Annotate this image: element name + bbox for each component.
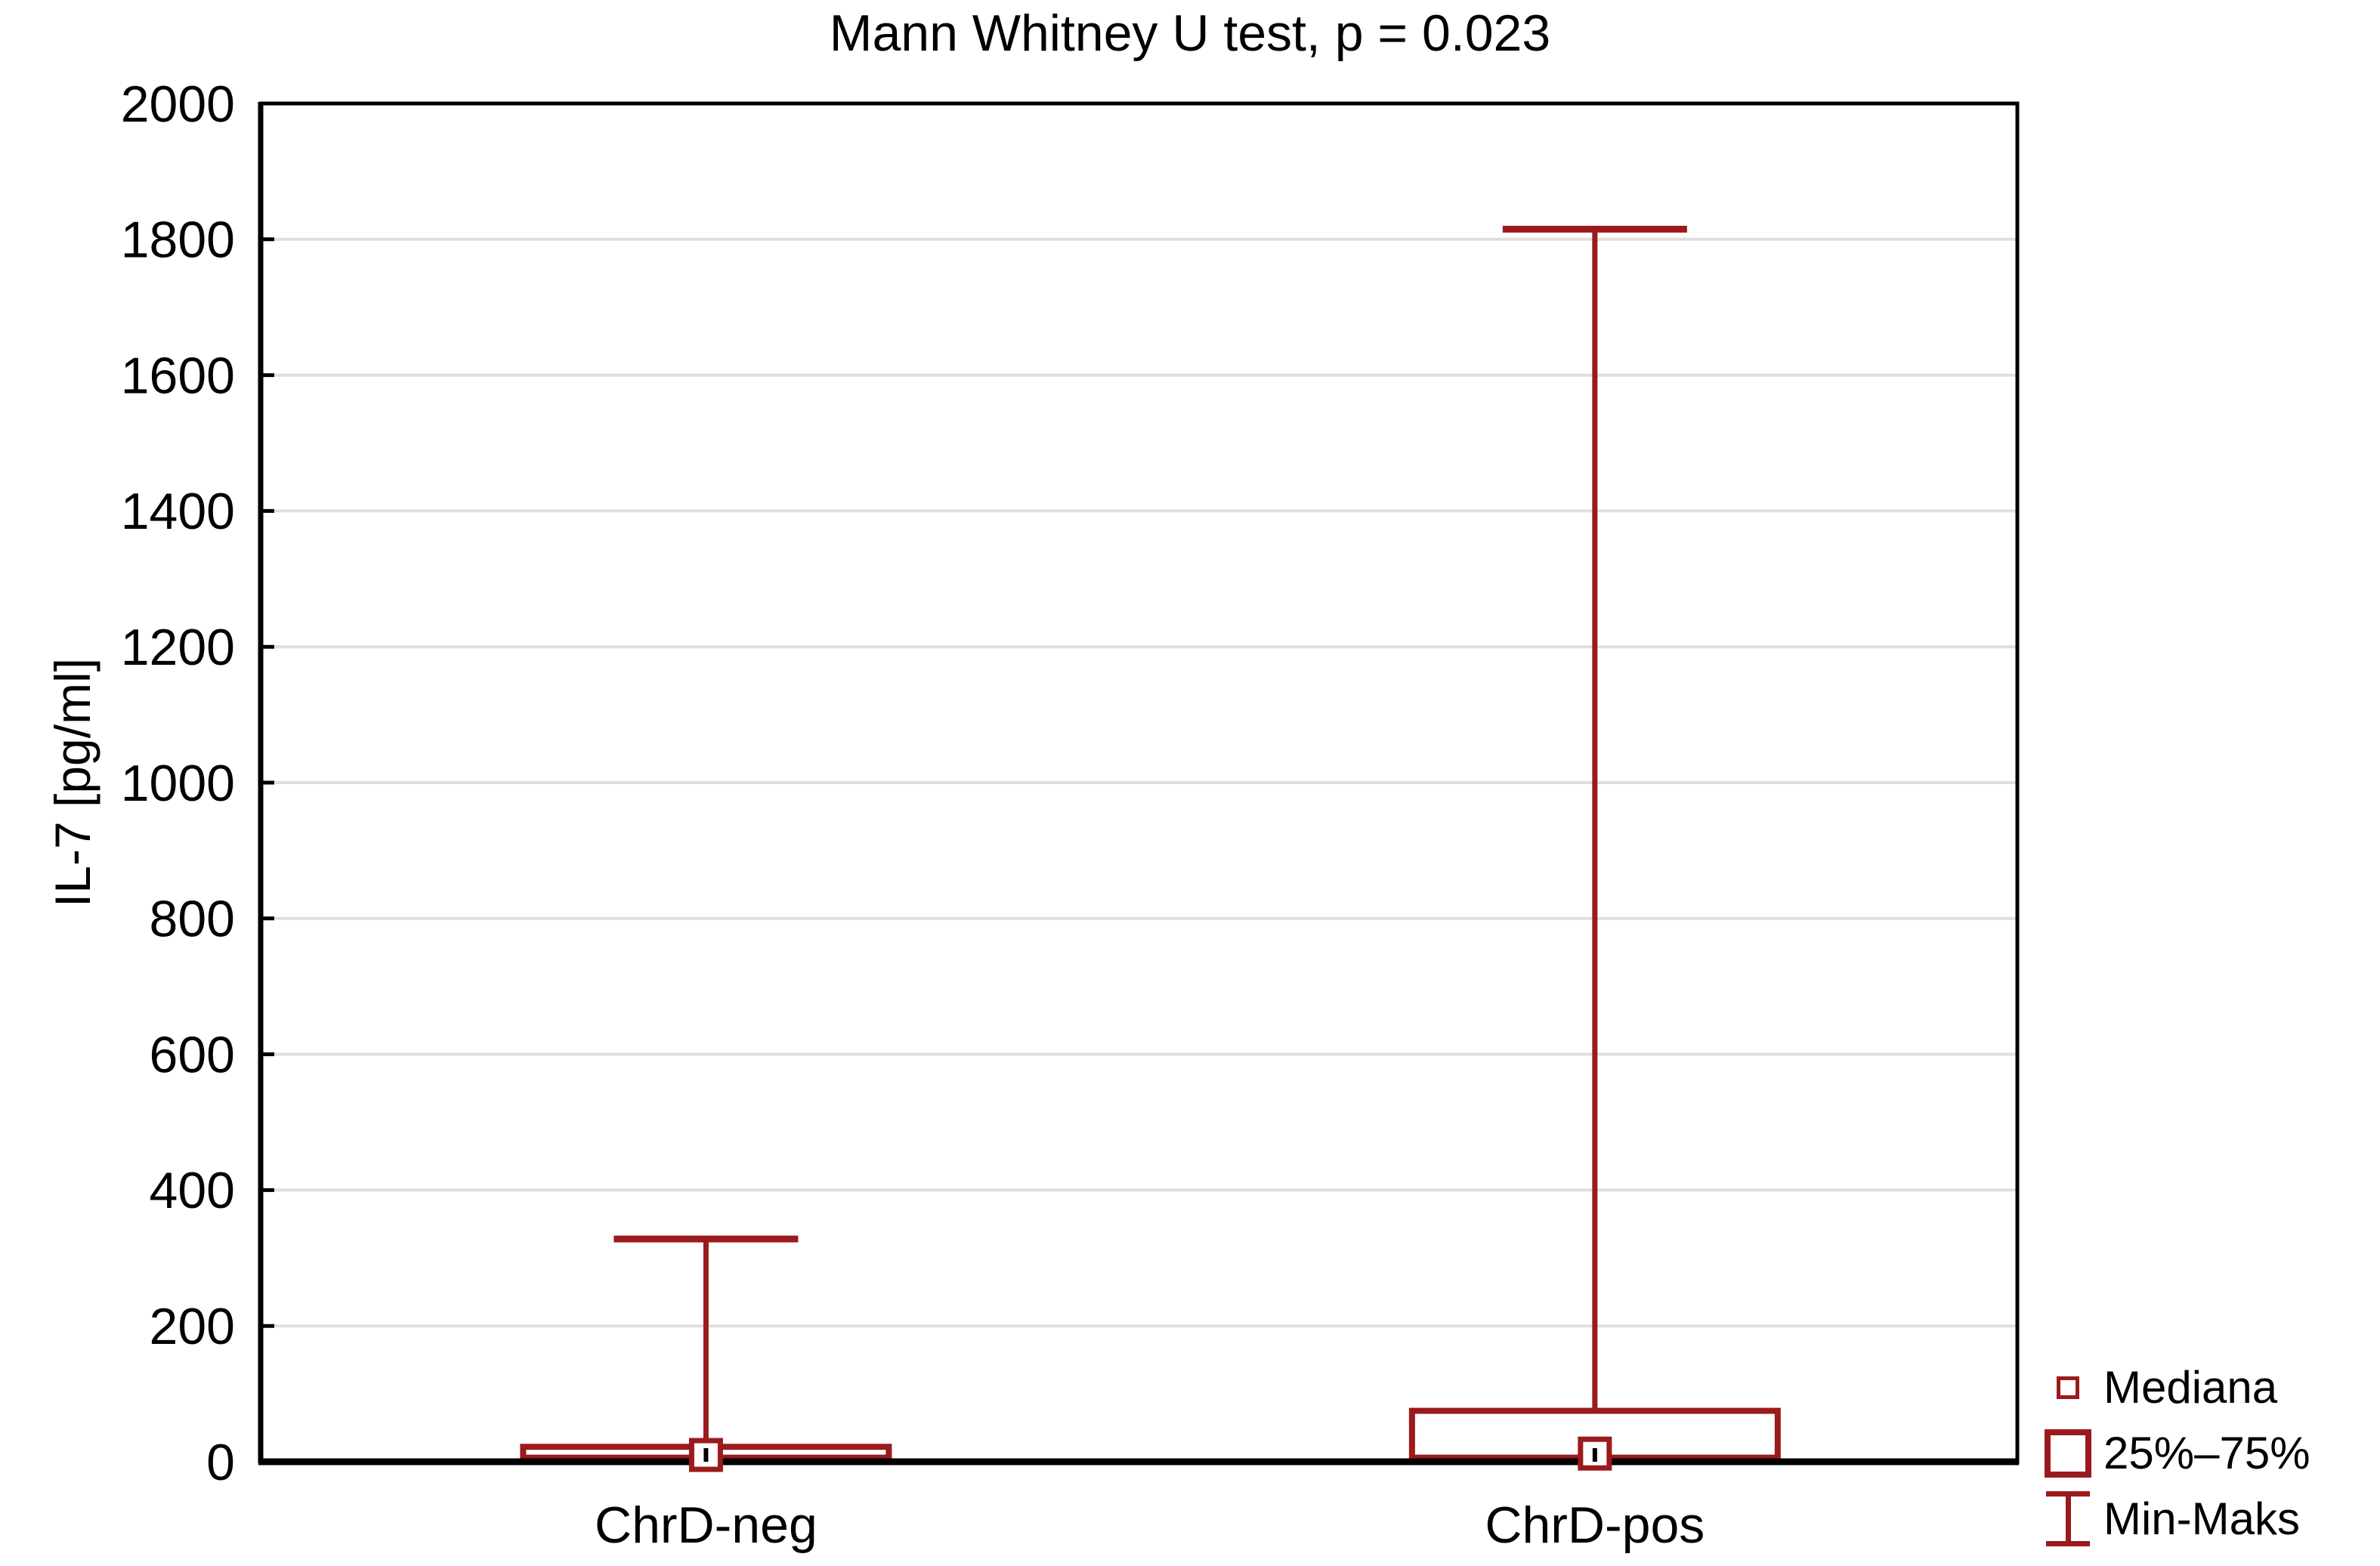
y-tick-label: 400 <box>150 1162 235 1219</box>
y-tick-label: 1600 <box>121 347 235 404</box>
y-tick-label: 200 <box>150 1298 235 1355</box>
y-tick-label: 600 <box>150 1026 235 1083</box>
y-tick-label: 800 <box>150 891 235 948</box>
legend: Mediana 25%–75% Min-Maks <box>2038 1354 2310 1552</box>
y-tick-label: 1000 <box>121 755 235 812</box>
legend-label-mediana: Mediana <box>2103 1362 2278 1413</box>
legend-label-iqr: 25%–75% <box>2103 1428 2310 1478</box>
min-max-whisker-icon <box>2046 1491 2090 1546</box>
legend-item-iqr: 25%–75% <box>2038 1420 2310 1486</box>
iqr-box-icon <box>2045 1429 2091 1478</box>
category-label: ChrD-pos <box>1485 1497 1705 1554</box>
legend-item-minmax: Min-Maks <box>2038 1486 2310 1552</box>
category-label: ChrD-neg <box>595 1497 818 1554</box>
y-tick-label: 2000 <box>121 76 235 133</box>
median-marker-icon <box>2057 1376 2079 1399</box>
y-tick-label: 1400 <box>121 483 235 540</box>
legend-label-minmax: Min-Maks <box>2103 1493 2301 1544</box>
y-tick-label: 1200 <box>121 619 235 676</box>
legend-item-mediana: Mediana <box>2038 1354 2310 1420</box>
chart-title: Mann Whitney U test, p = 0.023 <box>829 5 1551 62</box>
y-tick-label: 0 <box>206 1434 235 1491</box>
y-tick-label: 1800 <box>121 212 235 269</box>
